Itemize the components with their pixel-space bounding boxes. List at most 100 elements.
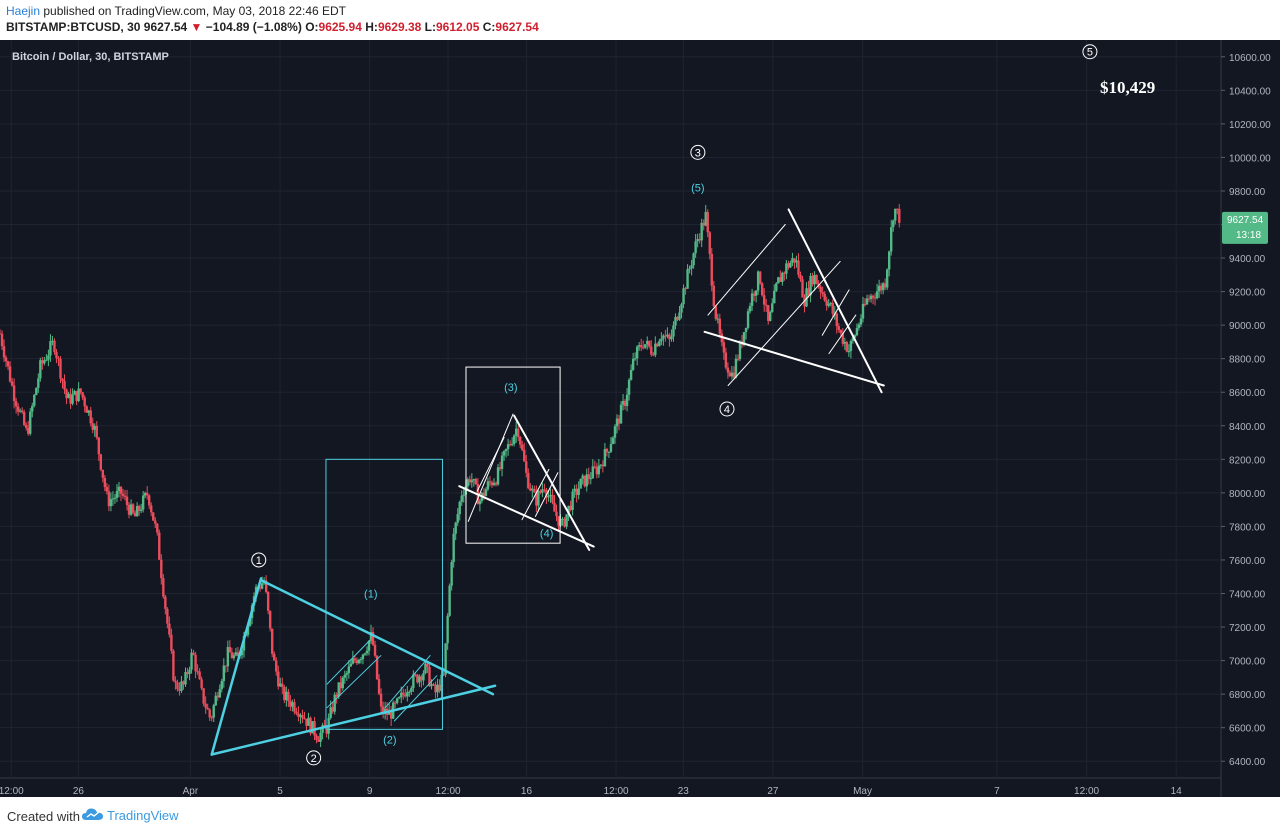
- price-tick-label: 9800.00: [1229, 187, 1266, 198]
- candle-body: [853, 335, 857, 338]
- candle-body: [10, 381, 14, 386]
- candle-body: [125, 496, 129, 506]
- candle-body: [615, 418, 619, 427]
- wave-label: 2: [311, 753, 317, 765]
- candle-body: [109, 499, 113, 507]
- candle-body: [539, 490, 542, 493]
- drawing-trendline: [703, 330, 885, 387]
- candle-body: [458, 501, 461, 515]
- candle-body: [418, 676, 421, 683]
- candles: [0, 204, 901, 748]
- candle-body: [148, 495, 151, 506]
- candle-body: [200, 679, 203, 689]
- drawing-trendline: [326, 639, 371, 685]
- candle-body: [367, 640, 371, 651]
- candle-body: [182, 681, 185, 685]
- candle-body: [593, 466, 597, 468]
- candle-body: [690, 265, 693, 269]
- author-link[interactable]: Haejin: [6, 4, 41, 18]
- candle-body: [65, 389, 68, 399]
- time-tick-label: 23: [678, 786, 690, 797]
- last-price: 9627.54: [143, 20, 188, 34]
- wave-label: (4): [540, 528, 553, 540]
- price-tick-label: 8000.00: [1229, 489, 1266, 500]
- candle-body: [619, 404, 623, 424]
- wave-label: (5): [691, 183, 704, 195]
- candle-body: [345, 673, 349, 675]
- candle-body: [57, 357, 60, 359]
- candle-body: [297, 713, 300, 717]
- candle-body: [43, 360, 46, 364]
- candle-body: [879, 285, 883, 291]
- high-label: H:: [365, 20, 378, 34]
- candle-body: [841, 333, 845, 344]
- candle-body: [746, 311, 750, 328]
- close-label: C:: [482, 20, 496, 34]
- price-axis[interactable]: 6400.00 6600.00 6800.00 7000.00 7200.00 7400.…: [1221, 53, 1271, 768]
- drawing-trendline: [210, 684, 497, 756]
- candle-body: [793, 258, 796, 263]
- candle-body: [676, 316, 679, 320]
- candle-body: [662, 335, 665, 339]
- candle-body: [333, 694, 336, 712]
- candle-body: [113, 497, 117, 499]
- candle-body: [420, 676, 423, 681]
- time-tick-label: 12:00: [1074, 786, 1099, 797]
- candle-body: [585, 474, 588, 487]
- candle-body: [355, 660, 359, 664]
- candle-body: [502, 450, 506, 456]
- candle-body: [660, 338, 663, 342]
- candle-body: [85, 406, 88, 413]
- time-tick-label: 27: [767, 786, 779, 797]
- candle-body: [226, 646, 230, 667]
- candle-body: [490, 482, 494, 486]
- price-tick-label: 6600.00: [1229, 724, 1266, 735]
- candle-body: [684, 288, 687, 290]
- candle-body: [452, 533, 455, 563]
- candle-body: [0, 333, 2, 335]
- candle-body: [143, 492, 147, 496]
- price-tick-label: 9000.00: [1229, 321, 1266, 332]
- wave-label: 3: [695, 147, 701, 159]
- price-tick-label: 7400.00: [1229, 590, 1266, 601]
- publish-line: Haejin published on TradingView.com, May…: [6, 4, 346, 18]
- drawing-trendline: [828, 314, 857, 355]
- wave-label: 1: [256, 555, 262, 567]
- candle-body: [635, 346, 639, 359]
- candle-body: [881, 283, 885, 291]
- candle-body: [230, 652, 234, 659]
- candle-body: [107, 491, 111, 507]
- tradingview-logo[interactable]: TradingView: [82, 807, 179, 823]
- candle-body: [101, 469, 105, 478]
- candle-body: [194, 654, 197, 672]
- drawing-trendline: [476, 437, 505, 492]
- candle-body: [329, 707, 332, 718]
- candle-body: [394, 702, 397, 704]
- drawing-trendline: [513, 414, 591, 551]
- candle-body: [599, 464, 603, 466]
- candle-body: [646, 340, 649, 345]
- candle-body: [166, 608, 169, 624]
- candle-body: [787, 263, 790, 268]
- low-value: 9612.05: [436, 20, 480, 34]
- candle-body: [724, 352, 728, 368]
- candle-body: [859, 318, 863, 325]
- candle-body: [158, 532, 161, 560]
- candle-body: [754, 290, 758, 296]
- drawing-trendline: [787, 208, 883, 394]
- candle-body: [553, 502, 556, 512]
- candle-body: [198, 671, 201, 680]
- time-axis[interactable]: 12:00 26 Apr 5 9 12:00 16 12:00 23 27 May 7 12:00 14: [0, 786, 1182, 797]
- candle-body: [565, 514, 568, 527]
- candle-body: [543, 489, 546, 491]
- candle-body: [27, 427, 30, 434]
- candle-body: [279, 683, 282, 687]
- drawing-trendline: [393, 675, 438, 722]
- candle-body: [228, 646, 232, 653]
- candle-body: [512, 435, 516, 444]
- candle-body: [627, 379, 631, 395]
- price-tick-label: 10200.00: [1229, 120, 1271, 131]
- candle-body: [377, 679, 381, 694]
- candle-body: [498, 467, 502, 469]
